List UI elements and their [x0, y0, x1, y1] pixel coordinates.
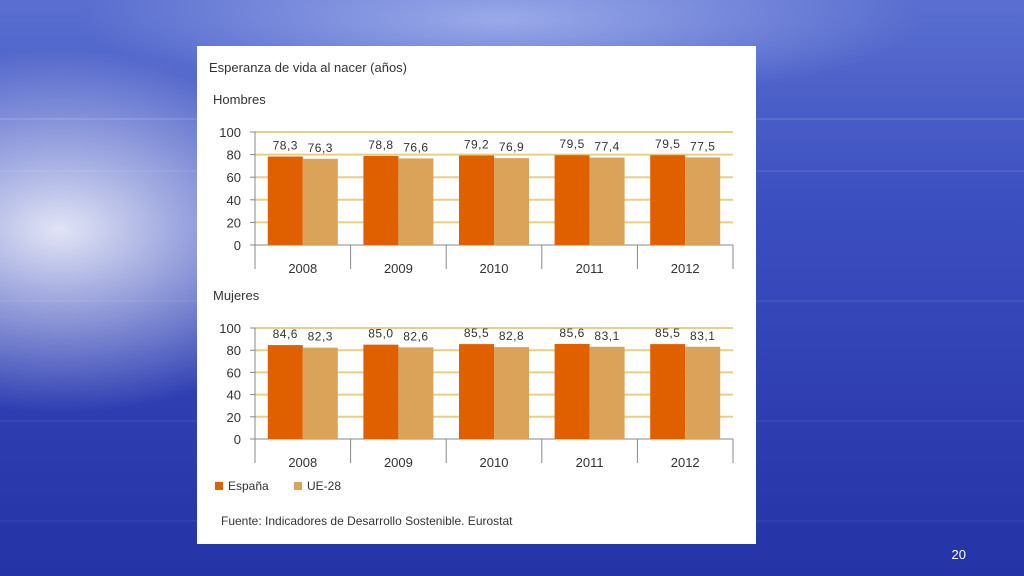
data-label: 76,3 [308, 141, 333, 155]
data-label: 79,5 [559, 137, 584, 151]
y-tick-label: 40 [227, 388, 241, 403]
y-tick-label: 80 [227, 148, 241, 163]
data-label: 83,1 [594, 329, 619, 343]
bar-ue28-2012 [685, 157, 721, 245]
y-tick-label: 100 [219, 321, 241, 336]
chart-panel: Esperanza de vida al nacer (años) Hombres… [197, 46, 756, 544]
source-note: Fuente: Indicadores de Desarrollo Sosten… [221, 514, 513, 528]
data-label: 82,3 [308, 330, 333, 344]
data-label: 77,4 [594, 140, 619, 154]
bar-ue28-2009 [398, 347, 434, 439]
subchart-title-mujeres: Mujeres [213, 288, 260, 303]
bar-ue28-2008 [302, 158, 338, 245]
bar-ue28-2011 [589, 157, 625, 245]
bar-espaa-2008 [267, 345, 303, 439]
data-label: 85,6 [559, 326, 584, 340]
x-tick-label: 2012 [671, 261, 700, 276]
data-label: 85,5 [655, 326, 680, 340]
data-label: 82,8 [499, 329, 524, 343]
y-tick-label: 60 [227, 170, 241, 185]
data-label: 79,5 [655, 137, 680, 151]
y-tick-label: 20 [227, 215, 241, 230]
x-tick-label: 2008 [288, 455, 317, 470]
legend-label-ue28: UE-28 [307, 479, 341, 493]
data-label: 77,5 [690, 139, 715, 153]
data-label: 78,8 [368, 138, 393, 152]
x-tick-label: 2009 [384, 455, 413, 470]
bar-espaa-2011 [554, 155, 590, 245]
y-tick-label: 60 [227, 365, 241, 380]
bar-ue28-2012 [685, 346, 721, 439]
bar-espaa-2009 [363, 155, 399, 245]
bar-espaa-2008 [267, 156, 303, 245]
y-tick-label: 80 [227, 343, 241, 358]
legend-swatch-ue28 [294, 482, 302, 490]
data-label: 83,1 [690, 329, 715, 343]
bar-ue28-2010 [494, 347, 529, 439]
data-label: 78,3 [273, 139, 298, 153]
subchart-title-hombres: Hombres [213, 92, 266, 107]
bar-espaa-2010 [459, 344, 494, 439]
legend-swatch-espana [215, 482, 223, 490]
y-tick-label: 0 [234, 432, 241, 447]
x-tick-label: 2009 [384, 261, 413, 276]
bar-ue28-2009 [398, 158, 434, 245]
y-tick-label: 100 [219, 125, 241, 140]
bar-ue28-2011 [589, 346, 625, 439]
data-label: 82,6 [403, 329, 428, 343]
y-tick-label: 40 [227, 193, 241, 208]
legend-label-espana: España [228, 479, 269, 493]
bar-espaa-2011 [554, 343, 590, 439]
page-number: 20 [951, 547, 966, 562]
y-tick-label: 20 [227, 410, 241, 425]
x-tick-label: 2011 [576, 455, 604, 470]
data-label: 79,2 [464, 138, 489, 152]
chart-figure: Esperanza de vida al nacer (años) Hombres… [209, 60, 734, 528]
bar-ue28-2008 [302, 347, 338, 439]
data-label: 76,6 [403, 140, 428, 154]
bar-ue28-2010 [494, 158, 529, 245]
x-tick-label: 2008 [288, 261, 317, 276]
bar-espaa-2012 [650, 344, 686, 439]
data-label: 76,9 [499, 140, 524, 154]
x-tick-label: 2010 [480, 261, 509, 276]
bar-espaa-2010 [459, 155, 494, 245]
bar-espaa-2012 [650, 155, 686, 245]
x-tick-label: 2012 [671, 455, 700, 470]
bar-espaa-2009 [363, 344, 399, 439]
data-label: 85,0 [368, 327, 393, 341]
data-label: 84,6 [273, 327, 298, 341]
x-tick-label: 2011 [576, 261, 604, 276]
data-label: 85,5 [464, 326, 489, 340]
y-tick-label: 0 [234, 238, 241, 253]
chart-title: Esperanza de vida al nacer (años) [209, 60, 407, 75]
x-tick-label: 2010 [480, 455, 509, 470]
